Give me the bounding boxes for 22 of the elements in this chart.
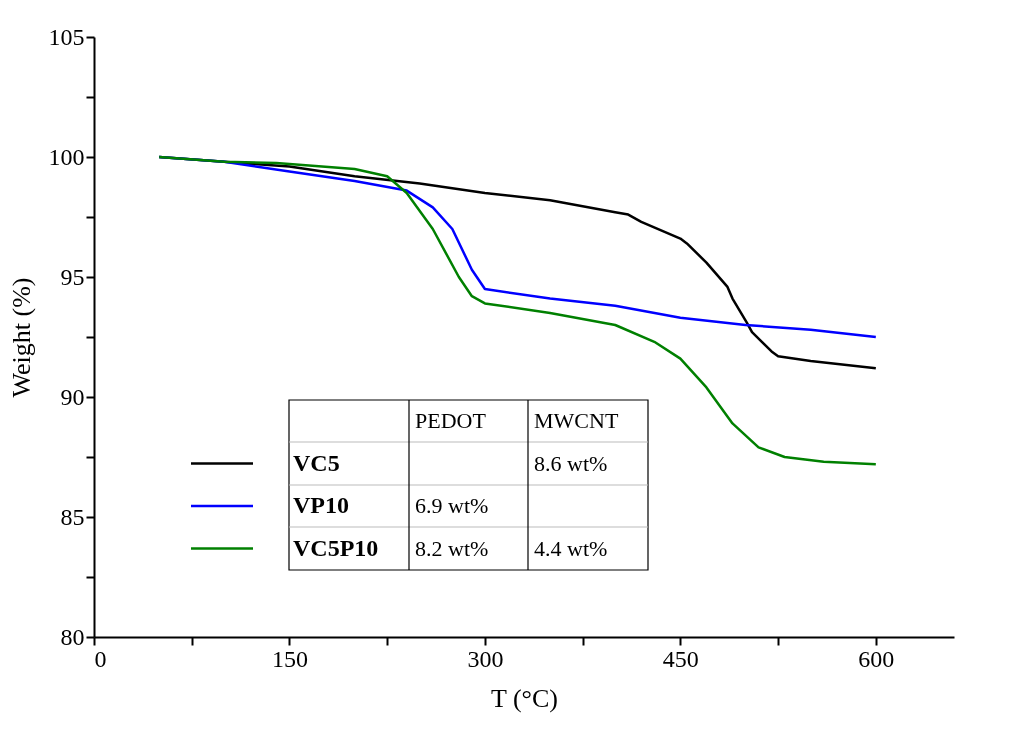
- x-axis-title: T (°C): [491, 683, 558, 713]
- annotation: MWCNT: [534, 408, 619, 433]
- y-tick-label: 105: [48, 23, 85, 50]
- annotation: 8.6 wt%: [534, 450, 608, 476]
- legend-label: VC5P10: [293, 534, 379, 561]
- y-tick-label: 85: [60, 503, 85, 530]
- legend-label: VC5: [293, 449, 340, 476]
- annotation: PEDOT: [415, 408, 487, 433]
- annotation: 4.4 wt%: [534, 535, 608, 561]
- x-tick-label: 150: [271, 645, 308, 672]
- annotation: 8.2 wt%: [415, 535, 489, 561]
- y-tick-label: 100: [48, 143, 85, 170]
- y-tick-label: 80: [60, 623, 85, 650]
- y-tick-label: 90: [60, 383, 85, 410]
- x-tick-label: 600: [858, 645, 895, 672]
- x-tick-label: 300: [467, 645, 504, 672]
- y-axis-title: Weight (%): [6, 277, 36, 398]
- legend-label: VP10: [293, 492, 349, 518]
- y-tick-label: 95: [60, 263, 85, 290]
- x-tick-label: 450: [662, 645, 699, 672]
- annotation: 6.9 wt%: [415, 493, 489, 518]
- x-tick-label: 0: [94, 645, 107, 672]
